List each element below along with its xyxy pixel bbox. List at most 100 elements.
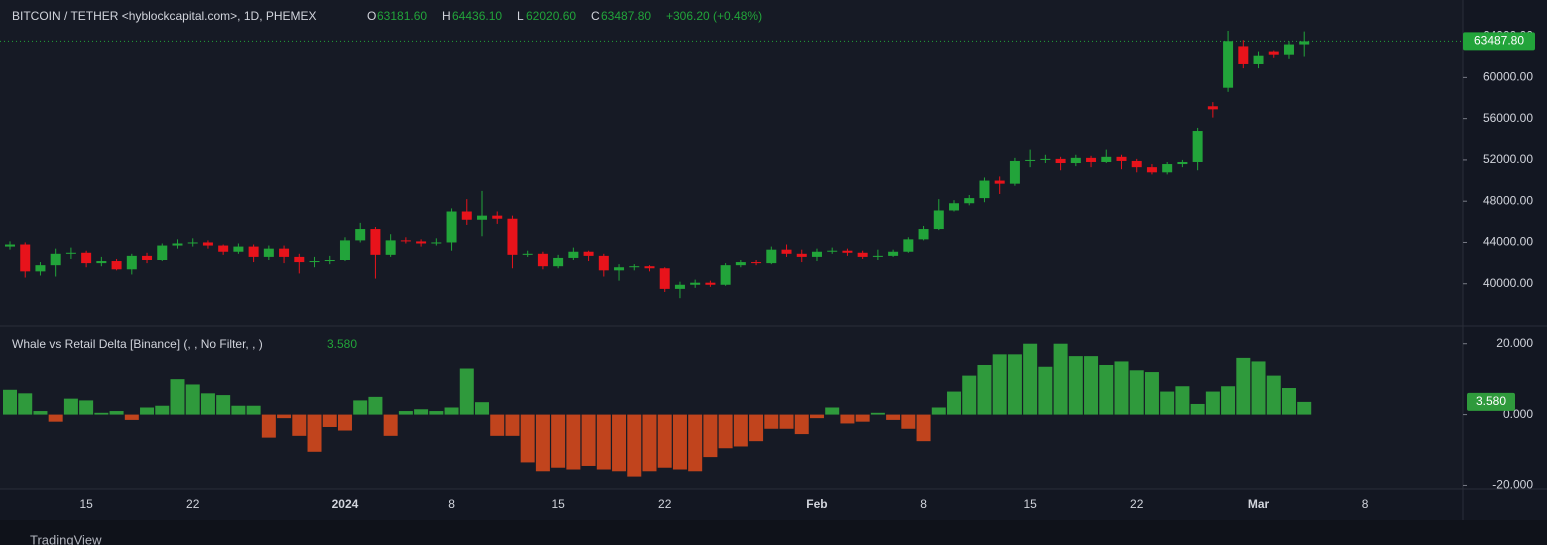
histogram-bar xyxy=(1205,391,1220,415)
ohlc-value: 64436.10 xyxy=(452,9,502,23)
histogram-bar xyxy=(1297,401,1312,415)
last-value-label: 3.580 xyxy=(1476,394,1506,408)
candle-body xyxy=(157,245,168,260)
candle-body xyxy=(20,244,31,272)
histogram-bar xyxy=(596,414,611,470)
histogram-bar xyxy=(962,375,977,415)
histogram-bar xyxy=(18,393,33,415)
candle-body xyxy=(111,261,122,270)
histogram-bar xyxy=(886,414,901,420)
histogram-bar xyxy=(657,414,672,468)
candle-body xyxy=(1162,164,1173,173)
histogram-bar xyxy=(414,409,429,415)
candle-body xyxy=(1086,157,1097,162)
ohlc-key: O xyxy=(367,9,376,23)
x-tick-label: 8 xyxy=(1362,497,1369,511)
histogram-bar xyxy=(1007,354,1022,415)
candle-body xyxy=(583,251,594,256)
histogram-bar xyxy=(1068,356,1083,415)
candle-body xyxy=(263,248,274,257)
change: +306.20 (+0.48%) xyxy=(666,9,762,23)
x-tick-label: 22 xyxy=(186,497,200,511)
histogram-bar xyxy=(581,414,596,466)
histogram-bar xyxy=(916,414,931,442)
candle-body xyxy=(1025,159,1036,161)
candle-body xyxy=(1299,41,1310,45)
histogram-bar xyxy=(383,414,398,436)
histogram-bar xyxy=(642,414,657,472)
histogram-bar xyxy=(825,407,840,415)
histogram-bar xyxy=(1190,403,1205,415)
histogram-bar xyxy=(140,407,155,415)
histogram-bar xyxy=(1084,356,1099,415)
candle-body xyxy=(751,262,762,264)
histogram-bar xyxy=(429,411,444,415)
last-value-box xyxy=(1467,392,1515,411)
candle-body xyxy=(659,268,670,289)
histogram-bar xyxy=(520,414,535,463)
candle-body xyxy=(568,251,579,258)
candle-body xyxy=(537,253,548,267)
candle-body xyxy=(705,282,716,285)
candle-body xyxy=(720,265,731,285)
candle-body xyxy=(355,229,366,241)
candle-body xyxy=(385,240,396,255)
y-tick-label: -20.000 xyxy=(1492,478,1533,492)
candle-body xyxy=(1253,55,1264,64)
ohlc-key: L xyxy=(517,9,524,23)
candle-body xyxy=(1223,41,1234,88)
candle-body xyxy=(202,242,213,246)
candle-body xyxy=(294,256,305,263)
candle-body xyxy=(796,253,807,257)
candle-body xyxy=(1146,167,1157,173)
candle-body xyxy=(1116,156,1127,161)
histogram-bar xyxy=(535,414,550,472)
histogram-bar xyxy=(444,407,459,415)
x-tick-label: Feb xyxy=(806,497,827,511)
histogram-bar xyxy=(794,414,809,435)
candle-body xyxy=(994,180,1005,184)
candle-body xyxy=(964,198,975,204)
candle-body xyxy=(827,250,838,252)
histogram-bar xyxy=(79,400,94,415)
candle-body xyxy=(431,242,442,244)
candle-body xyxy=(492,215,503,219)
candle-body xyxy=(279,248,290,257)
histogram-bar xyxy=(1160,391,1175,415)
candle-body xyxy=(674,284,685,289)
histogram-bar xyxy=(1023,343,1038,415)
x-tick-label: 2024 xyxy=(332,497,359,511)
candle-body xyxy=(142,255,153,260)
ohlc-key: C xyxy=(591,9,600,23)
histogram-bar xyxy=(3,389,17,415)
candle-body xyxy=(1101,156,1112,162)
ohlc-value: 63487.80 xyxy=(601,9,651,23)
histogram-bar xyxy=(261,414,276,438)
ohlc-key: H xyxy=(442,9,451,23)
candle-body xyxy=(1238,46,1249,64)
candle-body xyxy=(339,240,350,260)
y-tick-label: 48000.00 xyxy=(1483,193,1533,207)
y-tick-label: 20.000 xyxy=(1496,336,1533,350)
histogram-bar xyxy=(764,414,779,429)
y-tick-label: 52000.00 xyxy=(1483,152,1533,166)
candle-body xyxy=(903,239,914,252)
y-tick-label: 44000.00 xyxy=(1483,235,1533,249)
histogram-bar xyxy=(63,398,78,415)
histogram-bar xyxy=(33,411,48,415)
candle-body xyxy=(81,252,92,264)
histogram-bar xyxy=(733,414,748,447)
candle-body xyxy=(309,261,320,263)
candle-body xyxy=(949,203,960,211)
histogram-bar xyxy=(505,414,520,436)
histogram-bar xyxy=(246,405,261,415)
histogram-bar xyxy=(1038,366,1053,415)
histogram-bar xyxy=(277,414,292,419)
candle-body xyxy=(65,252,76,254)
x-tick-label: 15 xyxy=(79,497,93,511)
ohlc-value: 63181.60 xyxy=(377,9,427,23)
histogram-bar xyxy=(870,412,885,415)
candle-body xyxy=(1009,160,1020,184)
y-tick-label: 60000.00 xyxy=(1483,70,1533,84)
